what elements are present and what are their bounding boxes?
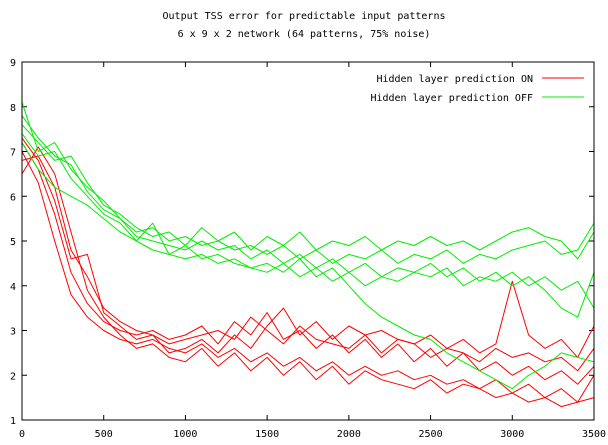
series-lines — [21, 102, 595, 408]
series-line-off — [21, 133, 595, 309]
chart-subtitle: 6 x 9 x 2 network (64 patterns, 75% nois… — [178, 29, 431, 40]
series-line-off — [21, 124, 595, 260]
series-line-on — [21, 146, 595, 408]
series-line-on — [21, 151, 595, 403]
y-tick-label: 2 — [10, 371, 16, 382]
series-line-off — [21, 115, 595, 318]
y-tick-label: 7 — [10, 148, 16, 159]
x-tick-label: 2000 — [337, 429, 361, 440]
legend: Hidden layer prediction ON Hidden layer p… — [370, 74, 584, 104]
x-tick-label: 3000 — [500, 429, 524, 440]
axes: 0 500 1000 1500 2000 2500 3000 3500 1 2 3 4 5 6 7 8 9 — [10, 58, 606, 440]
chart-title: Output TSS error for predictable input p… — [163, 11, 446, 22]
series-line-on — [21, 142, 595, 385]
x-tick-label: 500 — [95, 429, 113, 440]
y-tick-label: 9 — [10, 58, 16, 69]
x-tick-label: 3500 — [582, 429, 606, 440]
y-tick-label: 4 — [10, 282, 16, 293]
x-tick-label: 2500 — [419, 429, 443, 440]
x-tick-label: 1500 — [255, 429, 279, 440]
y-tick-label: 1 — [10, 416, 16, 427]
x-tick-label: 0 — [19, 429, 25, 440]
y-tick-label: 8 — [10, 103, 16, 114]
series-line-off — [21, 142, 595, 390]
series-line-on — [21, 155, 595, 372]
legend-label: Hidden layer prediction OFF — [370, 93, 533, 104]
x-tick-label: 1000 — [173, 429, 197, 440]
series-line-on — [21, 137, 595, 358]
series-line-off — [21, 102, 595, 264]
legend-label: Hidden layer prediction ON — [376, 74, 533, 85]
y-tick-label: 6 — [10, 192, 16, 203]
y-tick-label: 5 — [10, 237, 16, 248]
plot-frame — [21, 61, 595, 421]
y-tick-label: 3 — [10, 327, 16, 338]
